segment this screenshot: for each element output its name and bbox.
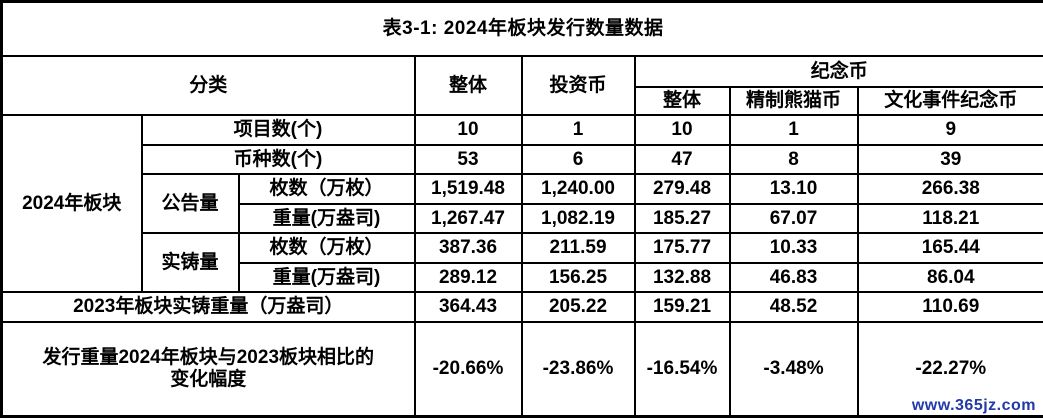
value-cell: 10 xyxy=(633,114,731,146)
value-cell: 53 xyxy=(413,143,523,176)
value-cell: -3.48% xyxy=(728,320,859,418)
header-investment: 投资币 xyxy=(520,55,636,117)
table-row: 重量(万盎司) 1,267.47 1,082.19 185.27 67.07 1… xyxy=(2,202,1043,235)
value-cell: 165.44 xyxy=(856,232,1043,264)
value-cell: 47 xyxy=(633,143,731,176)
value-cell: 48.52 xyxy=(728,291,859,323)
value-cell: 118.21 xyxy=(856,202,1043,235)
header-commemorative: 纪念币 xyxy=(633,55,1043,88)
value-cell: -23.86% xyxy=(520,320,636,418)
value-cell: 1,082.19 xyxy=(520,202,636,235)
value-cell: -22.27% xyxy=(856,320,1043,418)
label-project-count: 项目数(个) xyxy=(140,114,416,146)
table-row: 整体 精制熊猫币 文化事件纪念币 xyxy=(2,85,1043,117)
value-cell: 6 xyxy=(520,143,636,176)
table-row: 表3-1: 2024年板块发行数量数据 xyxy=(0,0,1043,58)
value-cell: 185.27 xyxy=(633,202,731,235)
value-cell: 1 xyxy=(520,114,636,146)
label-weight: 重量(万盎司) xyxy=(237,202,416,235)
value-cell: 39 xyxy=(856,143,1043,176)
table-row: 公告量 枚数（万枚） 1,519.48 1,240.00 279.48 13.1… xyxy=(2,173,1043,235)
table-row: 2023年板块实铸重量（万盎司） 364.43 205.22 159.21 48… xyxy=(0,291,1043,323)
value-cell: 13.10 xyxy=(728,173,859,205)
value-cell: 364.43 xyxy=(413,291,523,323)
label-change-line2: 变化幅度 xyxy=(170,368,247,390)
value-cell: -16.54% xyxy=(633,320,731,418)
value-cell: 10 xyxy=(413,114,523,146)
value-cell: -20.66% xyxy=(413,320,523,418)
value-cell: 10.33 xyxy=(728,232,859,264)
value-cell: 159.21 xyxy=(633,291,731,323)
value-cell: 1 xyxy=(728,114,859,146)
label-2023-weight: 2023年板块实铸重量（万盎司） xyxy=(0,291,416,323)
value-cell: 8 xyxy=(728,143,859,176)
value-cell: 205.22 xyxy=(520,291,636,323)
header-panda: 精制熊猫币 xyxy=(728,85,859,117)
watermark: www.365jz.com xyxy=(911,397,1036,414)
header-category: 分类 xyxy=(0,55,416,117)
value-cell: 1,240.00 xyxy=(520,173,636,205)
value-cell: 1,267.47 xyxy=(413,202,523,235)
value-cell: 289.12 xyxy=(413,261,523,294)
value-cell: 211.59 xyxy=(520,232,636,264)
table-row: 币种数(个) 53 6 47 8 39 xyxy=(2,143,1043,176)
header-overall: 整体 xyxy=(413,55,523,117)
value-cell: 86.04 xyxy=(856,261,1043,294)
value-cell: 387.36 xyxy=(413,232,523,264)
table-row: 分类 整体 投资币 纪念币 xyxy=(0,55,1043,117)
label-pieces: 枚数（万枚） xyxy=(237,173,416,205)
value-cell: 175.77 xyxy=(633,232,731,264)
label-2024-block: 2024年板块 xyxy=(0,114,143,294)
table-title: 表3-1: 2024年板块发行数量数据 xyxy=(0,0,1043,58)
table-row: 2024年板块 项目数(个) 10 1 10 1 9 xyxy=(0,114,1043,294)
label-weight: 重量(万盎司) xyxy=(237,261,416,294)
label-announced: 公告量 xyxy=(140,173,240,235)
label-change-line1: 发行重量2024年板块与2023板块相比的 xyxy=(42,347,375,369)
value-cell: 266.38 xyxy=(856,173,1043,205)
value-cell: 279.48 xyxy=(633,173,731,205)
value-cell: 46.83 xyxy=(728,261,859,294)
value-cell: 156.25 xyxy=(520,261,636,294)
value-cell: 9 xyxy=(856,114,1043,146)
table-row: 重量(万盎司) 289.12 156.25 132.88 46.83 86.04 xyxy=(2,261,1043,294)
header-culture: 文化事件纪念币 xyxy=(856,85,1043,117)
value-cell: 67.07 xyxy=(728,202,859,235)
label-pieces: 枚数（万枚） xyxy=(237,232,416,264)
value-cell: 132.88 xyxy=(633,261,731,294)
label-minted: 实铸量 xyxy=(140,232,240,294)
header-commemorative-overall: 整体 xyxy=(633,85,731,117)
value-cell: 110.69 xyxy=(856,291,1043,323)
label-change-rate: 发行重量2024年板块与2023板块相比的 变化幅度 xyxy=(0,320,416,418)
table-row: 实铸量 枚数（万枚） 387.36 211.59 175.77 10.33 16… xyxy=(2,232,1043,294)
label-coin-type-count: 币种数(个) xyxy=(140,143,416,176)
table-row: 发行重量2024年板块与2023板块相比的 变化幅度 -20.66% -23.8… xyxy=(0,320,1043,418)
value-cell: 1,519.48 xyxy=(413,173,523,205)
